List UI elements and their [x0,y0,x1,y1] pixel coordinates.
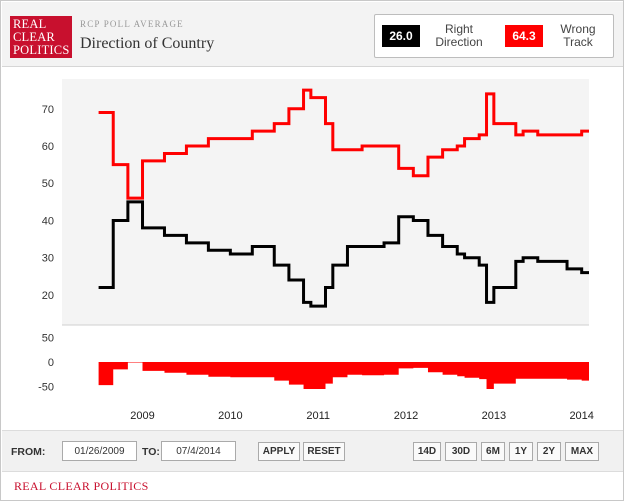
page-title: Direction of Country [80,35,215,52]
range-1y-button[interactable]: 1Y [509,442,533,461]
direction-chart[interactable]: 20 30 40 50 60 70 50 0 -50 2009 2010 2011 2012 2013… [2,67,623,429]
source-footer[interactable]: REAL CLEAR POLITICS [14,479,149,493]
lower-y-tick-label: -50 [38,382,54,394]
rcp-logo: REAL CLEAR POLITICS [10,16,72,58]
right-direction-line [98,200,589,308]
difference-series-area [98,362,589,389]
upper-y-tick-label: 30 [42,253,54,265]
upper-y-tick-label: 20 [42,290,54,302]
x-tick-label: 2013 [482,410,506,422]
to-label: TO: [142,446,160,458]
wrong-track-line [98,88,589,200]
header: REAL CLEAR POLITICS RCP POLL AVERAGE Dir… [2,2,623,67]
upper-y-tick-label: 40 [42,215,54,227]
range-2y-button[interactable]: 2Y [537,442,561,461]
x-tick-label: 2011 [306,410,330,422]
range-14d-button[interactable]: 14D [413,442,441,461]
from-label: FROM: [11,446,46,458]
legend-box: 26.0 Right Direction 64.3 Wrong Track [374,14,614,58]
lower-y-tick-label: 50 [42,332,54,344]
wrong-track-label: Wrong Track [560,22,596,49]
header-kicker: RCP POLL AVERAGE [80,19,184,29]
x-tick-label: 2012 [394,410,418,422]
controls-bar: FROM: TO: APPLY RESET 14D 30D 6M 1Y 2Y M… [2,430,623,472]
logo-line-1: REAL [13,17,47,31]
x-tick-label: 2010 [218,410,242,422]
logo-line-2: CLEAR [13,30,55,44]
range-30d-button[interactable]: 30D [445,442,477,461]
x-tick-label: 2014 [569,410,593,422]
to-date-input[interactable] [161,441,236,461]
lower-y-tick-label: 0 [48,357,54,369]
apply-button[interactable]: APPLY [258,442,300,461]
upper-y-tick-label: 70 [42,104,54,116]
chart-area: 20 30 40 50 60 70 50 0 -50 2009 2010 2011 2012 2013… [2,67,623,429]
range-max-button[interactable]: MAX [565,442,599,461]
reset-button[interactable]: RESET [303,442,345,461]
range-6m-button[interactable]: 6M [481,442,505,461]
logo-line-3: POLITICS [13,43,70,57]
from-date-input[interactable] [62,441,137,461]
upper-y-tick-label: 50 [42,178,54,190]
x-tick-label: 2009 [130,410,154,422]
right-direction-value: 26.0 [382,25,420,47]
upper-y-tick-label: 60 [42,141,54,153]
right-direction-label: Right Direction [435,22,483,49]
wrong-track-value: 64.3 [505,25,543,47]
